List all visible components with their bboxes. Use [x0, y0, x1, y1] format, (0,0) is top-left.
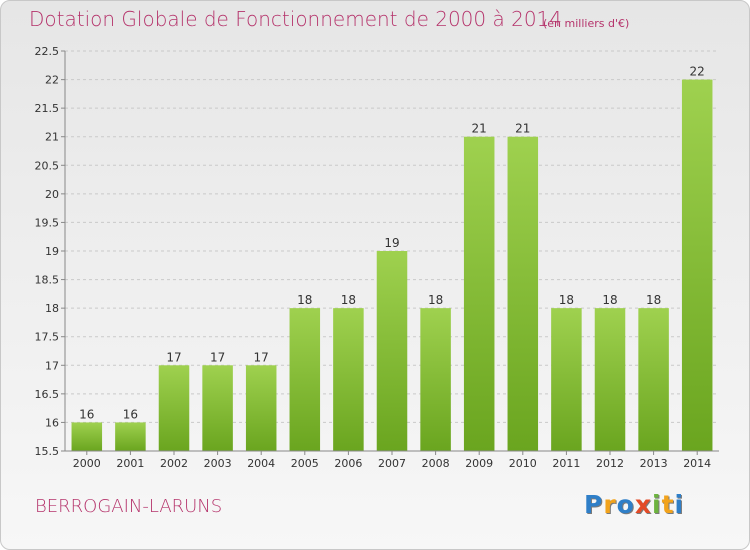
- bar: [551, 308, 582, 451]
- proxiti-logo[interactable]: Proxiti: [584, 490, 684, 519]
- bar: [115, 422, 146, 451]
- x-tick-label: 2006: [334, 457, 362, 470]
- bar: [333, 308, 364, 451]
- axes: 15.5 16 16.5 17 17.5 18 18.5 19 19.5 20 20.5 21 21.5…: [35, 45, 719, 470]
- bar-value-label: 17: [166, 350, 181, 364]
- logo-letter: t: [661, 490, 675, 519]
- bar-value-label: 18: [602, 293, 617, 307]
- chart-title: Dotation Globale de Fonctionnement de 20…: [29, 7, 562, 31]
- bar: [638, 308, 669, 451]
- bar: [376, 251, 408, 451]
- y-tick-label: 21: [45, 131, 59, 144]
- bar-value-label: 21: [515, 122, 530, 136]
- x-tick-label: 2008: [422, 457, 450, 470]
- bar: [202, 365, 233, 451]
- x-tick-label: 2011: [552, 457, 580, 470]
- logo-letter: o: [616, 490, 635, 519]
- bar-value-label: 17: [254, 350, 269, 364]
- bar: [420, 308, 451, 451]
- logo-letter: i: [652, 490, 662, 519]
- y-tick-label: 16: [45, 416, 59, 429]
- x-tick-label: 2007: [378, 457, 406, 470]
- x-tick-label: 2010: [509, 457, 537, 470]
- x-tick-label: 2005: [291, 457, 319, 470]
- bar-value-label: 18: [559, 293, 574, 307]
- x-tick-label: 2003: [204, 457, 232, 470]
- chart-unit: (en milliers d'€): [543, 17, 630, 30]
- bar: [158, 365, 190, 451]
- bar: [71, 422, 103, 451]
- x-tick-label: 2001: [116, 457, 144, 470]
- bar-value-label: 19: [384, 236, 399, 250]
- bar: [463, 136, 495, 451]
- bars: 16 16 17 17 17 18 18 19 18 21 21 18 18 18 22: [71, 65, 713, 452]
- bar-value-label: 18: [341, 293, 356, 307]
- y-tick-label: 15.5: [35, 445, 60, 458]
- bar: [507, 136, 539, 451]
- bar-value-label: 18: [297, 293, 312, 307]
- bar: [245, 365, 277, 451]
- y-tick-label: 20.5: [35, 159, 60, 172]
- y-tick-label: 18.5: [35, 274, 60, 287]
- y-tick-label: 20: [45, 188, 59, 201]
- logo-letter: r: [603, 490, 617, 519]
- y-tick-label: 16.5: [35, 388, 60, 401]
- y-tick-label: 17: [45, 359, 59, 372]
- y-tick-label: 19.5: [35, 216, 60, 229]
- x-tick-label: 2014: [683, 457, 711, 470]
- bar-value-label: 18: [646, 293, 661, 307]
- bar: [594, 308, 626, 451]
- y-tick-label: 17.5: [35, 331, 60, 344]
- y-tick-label: 21.5: [35, 102, 60, 115]
- x-tick-label: 2013: [640, 457, 668, 470]
- commune-name: BERROGAIN-LARUNS: [35, 496, 223, 517]
- logo-letter: P: [584, 490, 604, 519]
- x-tick-label: 2004: [247, 457, 275, 470]
- bar-value-label: 16: [123, 407, 138, 421]
- bar-value-label: 16: [79, 407, 94, 421]
- x-tick-label: 2002: [160, 457, 188, 470]
- bar: [681, 79, 713, 452]
- y-tick-label: 19: [45, 245, 59, 258]
- bar-value-label: 18: [428, 293, 443, 307]
- x-tick-label: 2000: [73, 457, 101, 470]
- bar-value-label: 21: [472, 122, 487, 136]
- y-tick-label: 22: [45, 74, 59, 87]
- logo-letter: x: [634, 490, 652, 519]
- bar: [289, 308, 321, 451]
- x-tick-label: 2012: [596, 457, 624, 470]
- bar-value-label: 22: [690, 65, 705, 79]
- bar-value-label: 17: [210, 350, 225, 364]
- y-tick-label: 22.5: [35, 45, 60, 58]
- x-tick-label: 2009: [465, 457, 493, 470]
- logo-letter: i: [674, 490, 685, 519]
- y-tick-label: 18: [45, 302, 59, 315]
